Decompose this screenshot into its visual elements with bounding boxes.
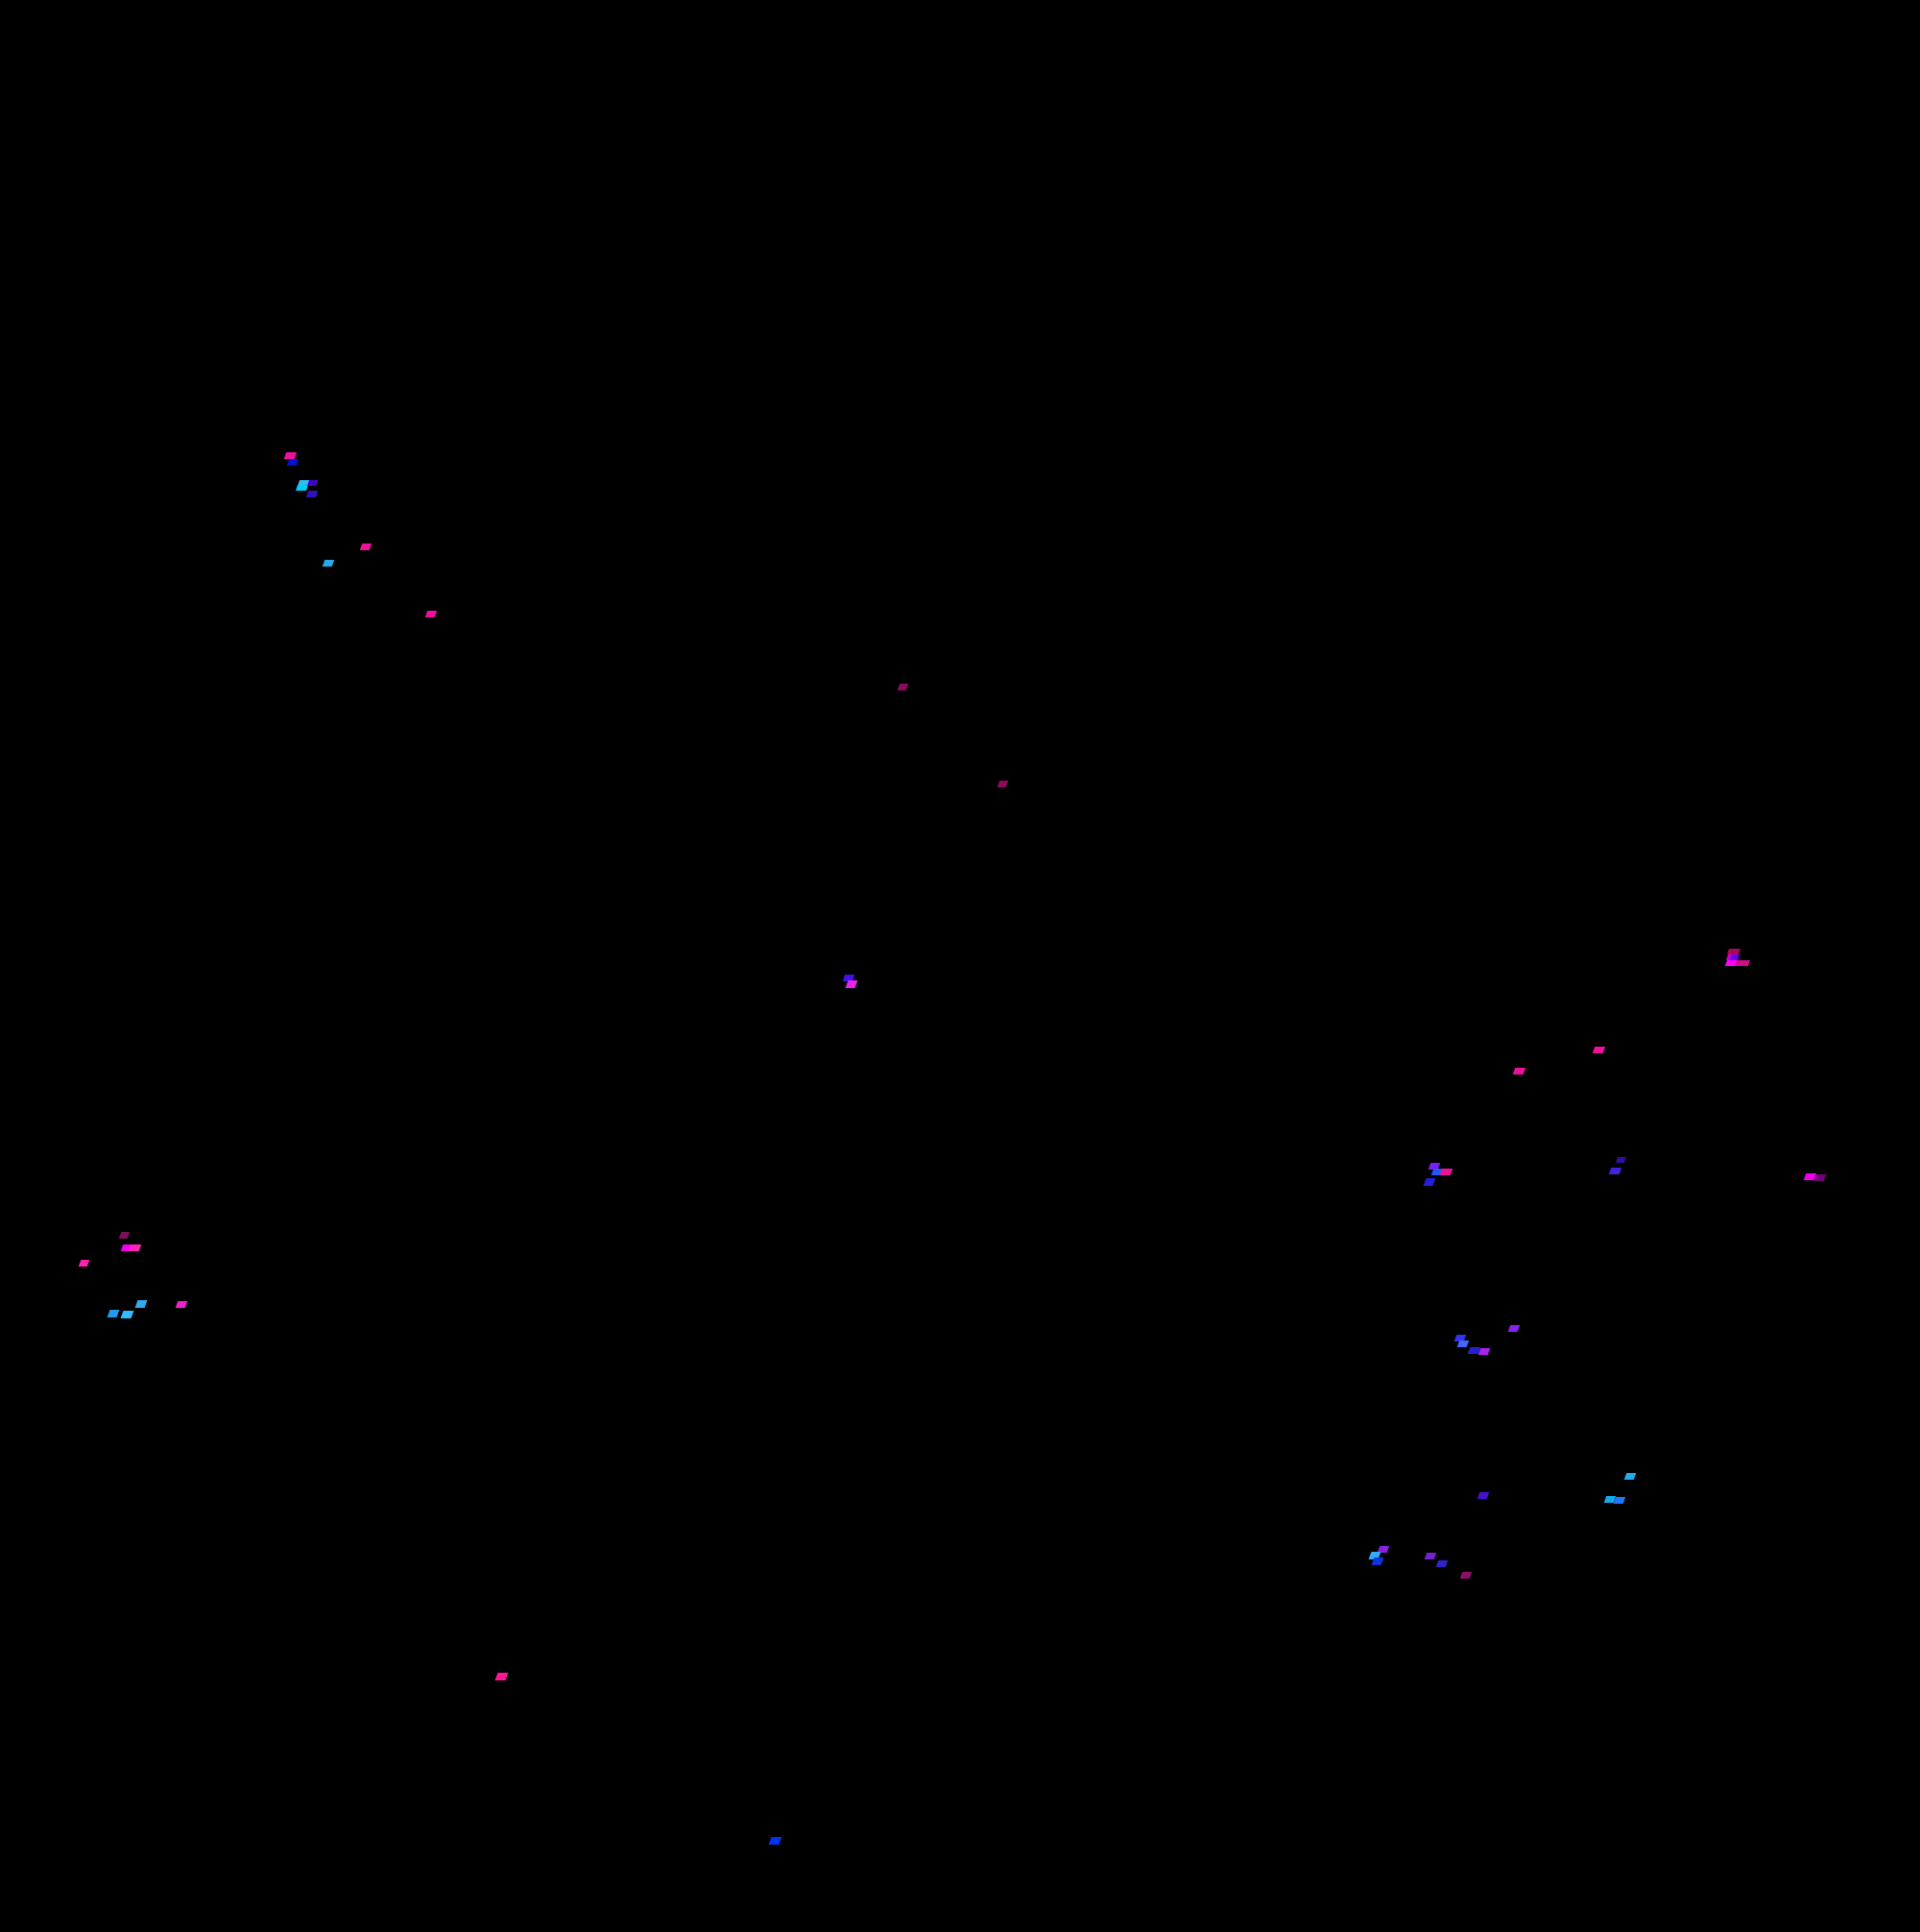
color-blip	[1424, 1553, 1437, 1559]
color-blip	[1476, 1492, 1490, 1499]
color-blip	[1477, 1348, 1491, 1355]
color-blip	[118, 1232, 131, 1239]
color-blip	[996, 781, 1009, 787]
color-blip	[1512, 1068, 1526, 1075]
color-blip	[128, 1244, 142, 1251]
color-blip	[1435, 1560, 1449, 1567]
color-blip	[283, 452, 298, 459]
color-blip	[305, 491, 319, 497]
color-blip	[1439, 1169, 1453, 1175]
color-blip	[424, 611, 438, 617]
color-blip	[1812, 1174, 1827, 1181]
color-blip	[120, 1311, 134, 1318]
color-blip	[322, 560, 335, 567]
color-blip	[78, 1260, 90, 1267]
color-blip	[494, 1673, 509, 1680]
color-blip	[1592, 1047, 1606, 1053]
color-blip	[1623, 1473, 1637, 1480]
color-blip	[897, 684, 909, 690]
color-blip	[1459, 1572, 1473, 1579]
color-blip	[107, 1310, 120, 1317]
color-blip	[768, 1837, 782, 1845]
color-blip	[1615, 1157, 1627, 1163]
color-blip	[1423, 1178, 1436, 1186]
color-blip	[306, 480, 319, 486]
color-blip	[134, 1300, 148, 1308]
color-blip	[1613, 1497, 1626, 1504]
color-blip	[286, 459, 300, 466]
color-blip	[1371, 1558, 1384, 1565]
color-blip	[175, 1301, 188, 1308]
color-blip	[1734, 960, 1751, 966]
color-blip	[1507, 1325, 1521, 1332]
color-blip	[1608, 1168, 1622, 1174]
color-blip	[1456, 1340, 1470, 1347]
color-blip	[359, 543, 372, 550]
color-blip	[845, 980, 858, 988]
